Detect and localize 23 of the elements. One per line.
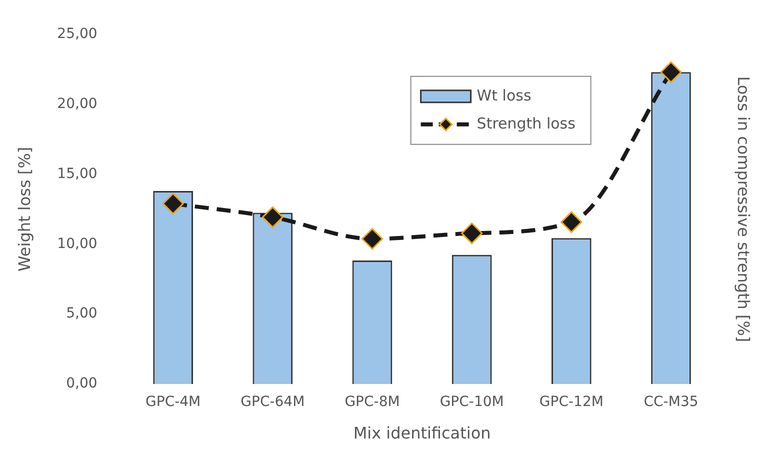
y-tick-label: 20,00: [57, 96, 98, 112]
x-tick-label: GPC-4M: [146, 394, 201, 410]
x-axis-title: Mix identification: [353, 424, 491, 443]
x-tick-label: GPC-8M: [344, 394, 400, 410]
point: [660, 61, 682, 83]
legend-label: Strength loss: [476, 114, 576, 132]
point: [162, 192, 184, 214]
y-tick-label: 5,00: [66, 306, 98, 322]
y-axis-title: Weight loss [%]: [14, 146, 34, 272]
y2-axis-title: Loss in compressive strength [%]: [734, 76, 754, 342]
y-tick-label: 10,00: [57, 236, 98, 252]
point: [262, 206, 284, 228]
x-tick-label: CC-M35: [644, 394, 698, 410]
x-tick-label: GPC-12M: [539, 394, 604, 410]
point: [560, 211, 582, 233]
y-tick-label: 15,00: [57, 166, 98, 182]
point: [461, 222, 483, 244]
y-tick-label: 0,00: [66, 376, 98, 392]
x-tick-label: GPC-64M: [240, 394, 305, 410]
y-tick-label: 25,00: [57, 26, 98, 42]
legend-label: Wt loss: [476, 86, 532, 104]
x-tick-label: GPC-10M: [440, 394, 504, 410]
point: [361, 228, 383, 250]
